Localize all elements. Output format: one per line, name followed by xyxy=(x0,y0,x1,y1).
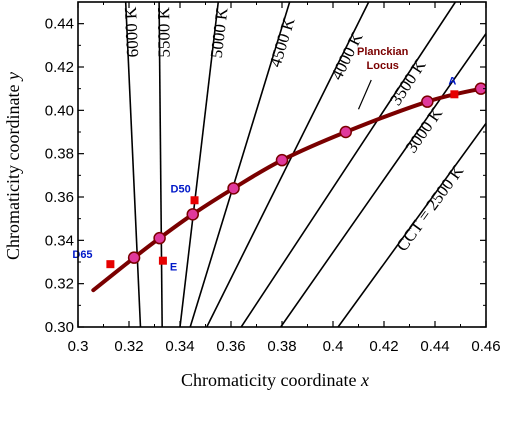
y-tick-label-5: 0.40 xyxy=(45,102,74,119)
y-tick-label-2: 0.34 xyxy=(45,232,74,249)
x-tick-label-3: 0.36 xyxy=(216,338,245,355)
ref-point-d50 xyxy=(190,196,199,205)
isotherm-4500-k xyxy=(189,2,291,327)
planckian-locus-pointer xyxy=(357,79,372,110)
y-tick-label-4: 0.38 xyxy=(45,146,74,163)
isotherm-label-4500-k: 4500 K xyxy=(266,15,299,70)
isotherm-label-5500-k: 5500 K xyxy=(154,6,173,57)
isotherm-3000-k xyxy=(280,33,486,327)
ref-label-a: A xyxy=(448,75,456,87)
locus-marker-4 xyxy=(227,182,240,195)
x-tick-label-0: 0.3 xyxy=(68,338,89,355)
locus-marker-1 xyxy=(127,251,141,264)
planckian-locus-layer xyxy=(91,82,486,293)
x-tick-label-8: 0.46 xyxy=(471,338,500,355)
locus-marker-6 xyxy=(339,125,352,139)
ref-label-e: E xyxy=(170,262,177,274)
x-tick-label-5: 0.4 xyxy=(323,338,344,355)
y-axis-ticks: 0.30 0.32 0.34 0.36 0.38 0.40 0.42 0.44 xyxy=(45,16,486,336)
isotherm-cct-2500-k xyxy=(337,122,486,327)
isotherm-5000-k xyxy=(179,2,220,327)
y-tick-label-6: 0.42 xyxy=(45,59,74,76)
isotherm-label-3000-k: 3000 K xyxy=(402,104,447,157)
isotherm-label-6000-k: 6000 K xyxy=(121,6,142,58)
y-tick-label-3: 0.36 xyxy=(45,189,74,206)
ref-label-d65: D65 xyxy=(72,249,92,261)
isotherm-4000-k xyxy=(206,2,370,327)
ref-label-d50: D50 xyxy=(171,183,191,195)
x-axis-ticks: 0.3 0.32 0.34 0.36 0.38 0.4 0.42 0.44 0.46 xyxy=(68,2,501,355)
x-tick-label-7: 0.44 xyxy=(420,338,449,355)
y-tick-label-0: 0.30 xyxy=(45,319,74,336)
x-tick-label-1: 0.32 xyxy=(114,338,143,355)
y-tick-label-1: 0.32 xyxy=(45,276,74,293)
isotherm-3500-k xyxy=(240,2,457,327)
locus-marker-7 xyxy=(421,95,434,108)
x-tick-label-2: 0.34 xyxy=(165,338,194,355)
y-tick-label-7: 0.44 xyxy=(45,16,74,33)
isotherm-lines xyxy=(124,2,486,327)
ref-point-e xyxy=(158,256,167,265)
isotherm-labels: 6000 K 5500 K 5000 K 4500 K 4000 K 3500 K3000… xyxy=(121,6,468,255)
locus-marker-2 xyxy=(153,231,166,245)
annotations: Planckian Locus xyxy=(357,46,409,110)
x-axis-title: Chromaticity coordinate x xyxy=(181,370,369,390)
x-tick-label-4: 0.38 xyxy=(267,338,296,355)
planckian-locus-label: Planckian Locus xyxy=(357,46,409,72)
x-tick-label-6: 0.42 xyxy=(369,338,398,355)
y-axis-title: Chromaticity coordinate y xyxy=(3,72,23,260)
isotherm-6000-k xyxy=(124,2,142,327)
isotherm-label-5000-k: 5000 K xyxy=(207,6,232,59)
isotherm-5500-k xyxy=(158,2,163,327)
ref-point-a xyxy=(450,90,459,99)
locus-marker-8 xyxy=(474,82,486,95)
locus-marker-5 xyxy=(275,153,289,167)
isotherm-label-cct-2500-k: CCT = 2500 K xyxy=(392,161,467,255)
locus-marker-3 xyxy=(186,208,199,221)
ref-point-d65 xyxy=(106,260,115,269)
